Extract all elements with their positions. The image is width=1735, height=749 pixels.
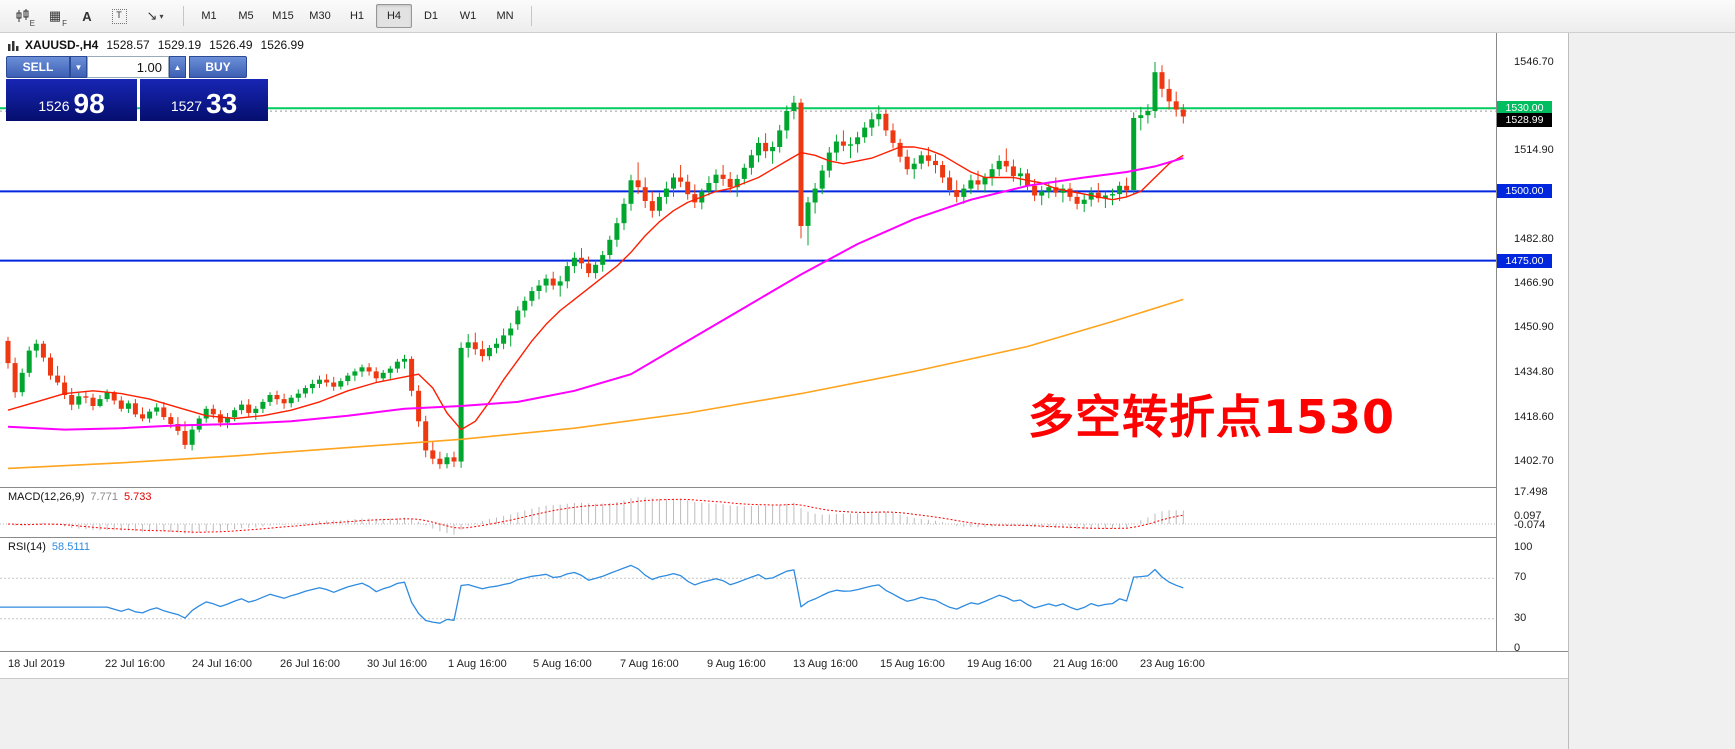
bid-price-small: 1526	[38, 98, 70, 114]
macd-value-signal: 5.733	[123, 491, 152, 503]
rsi-label: RSI(14) 58.5111	[8, 541, 90, 553]
time-label: 5 Aug 16:00	[533, 658, 592, 670]
timeframe-mn[interactable]: MN	[496, 10, 514, 22]
sell-dropdown-button[interactable]: ▼	[70, 56, 87, 78]
macd-value-main: 7.771	[90, 491, 118, 503]
time-label: 9 Aug 16:00	[707, 658, 766, 670]
price-tick: 1450.90	[1514, 321, 1554, 334]
price-tick: 1514.90	[1514, 144, 1554, 157]
time-label: 23 Aug 16:00	[1140, 658, 1205, 670]
macd-label: MACD(12,26,9) 7.771 5.733	[8, 491, 151, 503]
mini-candles-icon	[16, 9, 28, 22]
toolbar: E ▦ F A T ↘ ▾ M1 M5 M15 M30 H1 H4 D1 W1 MN	[0, 0, 1735, 33]
rsi-tick: 30	[1514, 612, 1527, 624]
chart-window: XAUUSD-,H4 1528.57 1529.19 1526.49 1526.…	[0, 33, 1568, 678]
ask-price-panel[interactable]: 1527 33	[140, 79, 268, 121]
symbol-period: XAUUSD-,H4	[25, 38, 99, 52]
macd-tick: 17.498	[1514, 486, 1548, 498]
bid-price-big: 98	[73, 88, 105, 119]
rsi-title: RSI(14)	[8, 541, 46, 553]
macd-title: MACD(12,26,9)	[8, 491, 85, 503]
price-badge: 1528.99	[1497, 113, 1552, 127]
toolbar-separator	[531, 6, 532, 26]
timeframe-m30[interactable]: M30	[309, 10, 331, 22]
rsi-tick: 0	[1514, 642, 1521, 654]
time-label: 21 Aug 16:00	[1053, 658, 1118, 670]
timeframe-h4[interactable]: H4	[376, 4, 412, 28]
trade-controls-row: SELL ▼ ▲ BUY	[6, 56, 268, 78]
ask-price-small: 1527	[170, 98, 202, 114]
price-chart-pane[interactable]: XAUUSD-,H4 1528.57 1529.19 1526.49 1526.…	[0, 33, 1496, 487]
ohlc-high: 1529.19	[157, 38, 202, 52]
time-label: 19 Aug 16:00	[967, 658, 1032, 670]
timeframe-group: M1 M5 M15 M30 H1 H4 D1 W1 MN	[191, 4, 524, 28]
indicator-chart-icon[interactable]: E	[8, 3, 38, 29]
price-tick: 1402.70	[1514, 454, 1554, 467]
one-click-trade-panel: SELL ▼ ▲ BUY 1526 98 1527 33	[6, 56, 268, 121]
timeframe-d1[interactable]: D1	[423, 10, 439, 22]
bid-price-panel[interactable]: 1526 98	[6, 79, 137, 121]
grid-icon[interactable]: ▦ F	[48, 8, 67, 28]
caret-up-icon: ▲	[173, 62, 182, 72]
price-chart-svg	[0, 62, 1496, 470]
time-label: 22 Jul 16:00	[105, 658, 165, 670]
timeframe-h1[interactable]: H1	[349, 10, 365, 22]
timeframe-m1[interactable]: M1	[201, 10, 217, 22]
macd-pane[interactable]: MACD(12,26,9) 7.771 5.733	[0, 487, 1496, 537]
rsi-svg	[0, 564, 1496, 624]
sell-button[interactable]: SELL	[6, 56, 70, 78]
rsi-tick: 70	[1514, 571, 1527, 583]
ohlc-header: XAUUSD-,H4 1528.57 1529.19 1526.49 1526.…	[8, 38, 304, 52]
price-badge: 1500.00	[1497, 184, 1552, 198]
price-tick: 1434.80	[1514, 365, 1554, 378]
time-label: 13 Aug 16:00	[793, 658, 858, 670]
timeframe-m15[interactable]: M15	[272, 10, 294, 22]
rsi-pane[interactable]: RSI(14) 58.5111	[0, 537, 1496, 651]
timeframe-w1[interactable]: W1	[459, 10, 477, 22]
time-axis[interactable]: 18 Jul 2019 22 Jul 16:00 24 Jul 16:00 26 Ju…	[0, 651, 1568, 678]
timeframe-m5[interactable]: M5	[238, 10, 254, 22]
ohlc-low: 1526.49	[209, 38, 253, 52]
price-tick: 1482.80	[1514, 233, 1554, 245]
price-badge: 1530.00	[1497, 101, 1552, 115]
lot-size-input[interactable]	[87, 56, 169, 78]
chart-icon	[8, 40, 19, 51]
price-tick: 1546.70	[1514, 56, 1554, 68]
icon-sub-f: F	[62, 19, 67, 28]
time-label: 7 Aug 16:00	[620, 658, 679, 670]
price-tick: 1466.90	[1514, 277, 1554, 290]
time-label: 26 Jul 16:00	[280, 658, 340, 670]
bottom-empty-area	[0, 678, 1568, 749]
chart-annotation-text: 多空转折点1530	[1028, 390, 1396, 444]
text-label-tool-icon[interactable]: T	[104, 3, 134, 29]
price-axis[interactable]: 1546.70 1514.90 1482.80 1466.90 1450.90 1434.…	[1496, 33, 1568, 654]
price-tick: 1418.60	[1514, 410, 1554, 423]
macd-tick: 0.097	[1514, 510, 1542, 522]
ohlc-close: 1526.99	[260, 38, 304, 52]
toolbar-separator	[183, 6, 184, 26]
time-label: 15 Aug 16:00	[880, 658, 945, 670]
macd-tick: -0.074	[1514, 519, 1546, 531]
macd-svg	[0, 497, 1496, 535]
arrow-tool-icon[interactable]: ↘ ▾	[146, 8, 164, 23]
ask-price-big: 33	[206, 88, 238, 119]
right-empty-area	[1568, 33, 1735, 749]
chevron-down-icon: ▾	[159, 11, 164, 21]
price-badge: 1475.00	[1497, 254, 1552, 268]
lot-up-button[interactable]: ▲	[169, 56, 186, 78]
rsi-tick: 100	[1514, 541, 1533, 553]
caret-down-icon: ▼	[74, 62, 83, 72]
rsi-value: 58.5111	[51, 541, 91, 553]
trade-quotes-row: 1526 98 1527 33	[6, 79, 268, 121]
time-label: 30 Jul 16:00	[367, 658, 427, 670]
icon-sub-e: E	[29, 19, 35, 28]
time-label: 1 Aug 16:00	[448, 658, 507, 670]
time-label: 24 Jul 16:00	[192, 658, 252, 670]
buy-button[interactable]: BUY	[189, 56, 247, 78]
ohlc-open: 1528.57	[106, 38, 150, 52]
text-tool-icon[interactable]: A	[82, 8, 92, 24]
time-label: 18 Jul 2019	[8, 658, 65, 670]
